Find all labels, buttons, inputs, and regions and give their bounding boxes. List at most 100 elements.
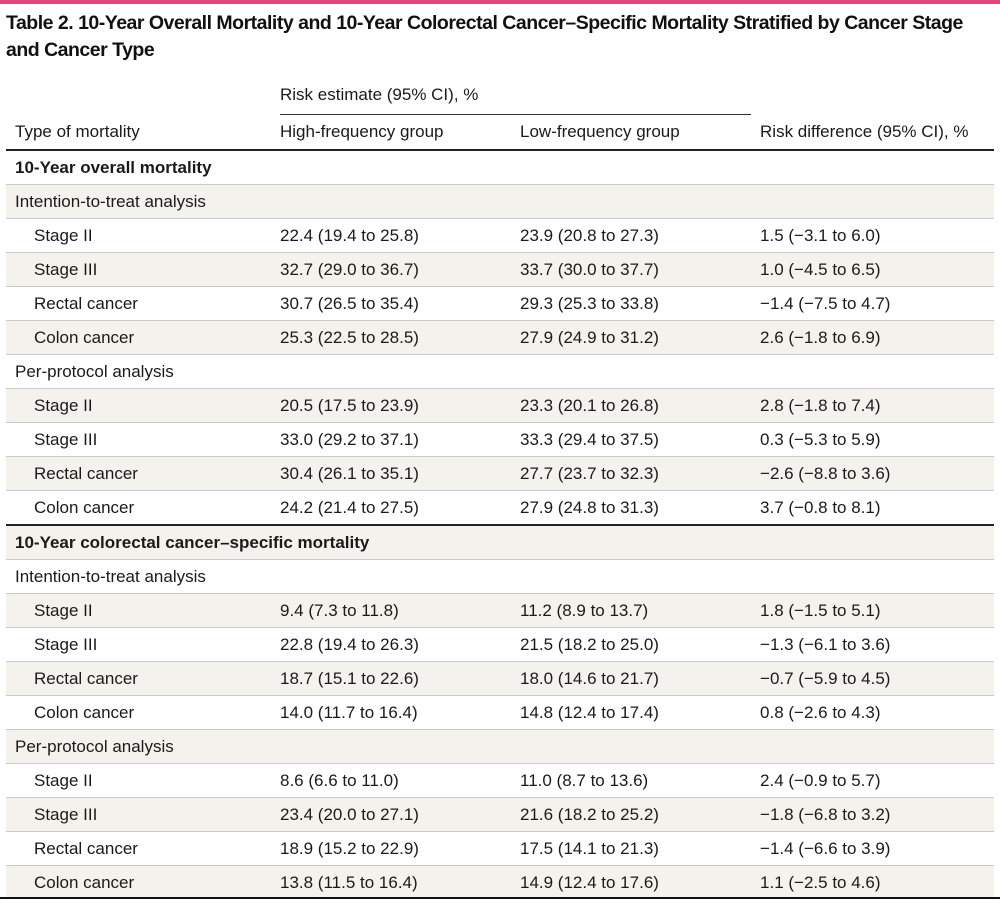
cell-high: 20.5 (17.5 to 23.9) <box>271 388 511 423</box>
table-row: Rectal cancer 30.7 (26.5 to 35.4) 29.3 (… <box>6 286 995 321</box>
row-label: Rectal cancer <box>6 831 271 866</box>
cell-high: 25.3 (22.5 to 28.5) <box>271 320 511 355</box>
row-label: Rectal cancer <box>6 286 271 321</box>
cell-diff: 3.7 (−0.8 to 8.1) <box>751 490 995 526</box>
table-row: Rectal cancer 18.9 (15.2 to 22.9) 17.5 (… <box>6 831 995 866</box>
cell-low: 18.0 (14.6 to 21.7) <box>511 661 752 696</box>
cell-high: 8.6 (6.6 to 11.0) <box>271 763 511 798</box>
cell-diff: 1.1 (−2.5 to 4.6) <box>751 865 995 899</box>
table-row: Rectal cancer 30.4 (26.1 to 35.1) 27.7 (… <box>6 456 995 491</box>
cell-diff: 0.8 (−2.6 to 4.3) <box>751 695 995 730</box>
cell-low: 33.7 (30.0 to 37.7) <box>511 252 752 287</box>
row-label: Rectal cancer <box>6 456 271 491</box>
cell-diff: −1.4 (−7.5 to 4.7) <box>751 286 995 321</box>
cell-diff: 2.4 (−0.9 to 5.7) <box>751 763 995 798</box>
cell-low: 21.5 (18.2 to 25.0) <box>511 627 752 662</box>
table-row: Colon cancer 24.2 (21.4 to 27.5) 27.9 (2… <box>6 490 995 526</box>
cell-diff: 1.0 (−4.5 to 6.5) <box>751 252 995 287</box>
cell-diff: −0.7 (−5.9 to 4.5) <box>751 661 995 696</box>
row-label: Colon cancer <box>6 320 271 355</box>
subgroup-label: Intention-to-treat analysis <box>6 184 995 219</box>
cell-high: 30.4 (26.1 to 35.1) <box>271 456 511 491</box>
header-risk-difference: Risk difference (95% CI), % <box>751 115 995 151</box>
subgroup-label: Per-protocol analysis <box>6 729 995 764</box>
cell-low: 17.5 (14.1 to 21.3) <box>511 831 752 866</box>
subgroup-label: Per-protocol analysis <box>6 354 995 389</box>
cell-high: 33.0 (29.2 to 37.1) <box>271 422 511 457</box>
header-spacer <box>6 77 271 115</box>
section-row: 10-Year overall mortality <box>6 150 995 185</box>
table-row: Colon cancer 14.0 (11.7 to 16.4) 14.8 (1… <box>6 695 995 730</box>
row-label: Colon cancer <box>6 490 271 526</box>
row-label: Colon cancer <box>6 865 271 899</box>
cell-diff: 2.6 (−1.8 to 6.9) <box>751 320 995 355</box>
cell-low: 23.9 (20.8 to 27.3) <box>511 218 752 253</box>
table-row: Stage III 22.8 (19.4 to 26.3) 21.5 (18.2… <box>6 627 995 662</box>
section-label: 10-Year overall mortality <box>6 150 995 185</box>
cell-high: 30.7 (26.5 to 35.4) <box>271 286 511 321</box>
table-row: Colon cancer 25.3 (22.5 to 28.5) 27.9 (2… <box>6 320 995 355</box>
cell-diff: −2.6 (−8.8 to 3.6) <box>751 456 995 491</box>
cell-high: 14.0 (11.7 to 16.4) <box>271 695 511 730</box>
row-label: Stage III <box>6 252 271 287</box>
table-header: Risk estimate (95% CI), % Type of mortal… <box>6 77 995 151</box>
cell-low: 27.9 (24.9 to 31.2) <box>511 320 752 355</box>
cell-high: 18.9 (15.2 to 22.9) <box>271 831 511 866</box>
subgroup-row: Per-protocol analysis <box>6 729 995 764</box>
cell-diff: −1.3 (−6.1 to 3.6) <box>751 627 995 662</box>
cell-high: 32.7 (29.0 to 36.7) <box>271 252 511 287</box>
cell-diff: 1.5 (−3.1 to 6.0) <box>751 218 995 253</box>
header-high-frequency: High-frequency group <box>271 115 511 151</box>
cell-low: 33.3 (29.4 to 37.5) <box>511 422 752 457</box>
cell-low: 21.6 (18.2 to 25.2) <box>511 797 752 832</box>
cell-diff: −1.4 (−6.6 to 3.9) <box>751 831 995 866</box>
section-label: 10-Year colorectal cancer–specific morta… <box>6 525 995 560</box>
header-low-frequency: Low-frequency group <box>511 115 752 151</box>
row-label: Stage II <box>6 593 271 628</box>
cell-low: 27.7 (23.7 to 32.3) <box>511 456 752 491</box>
row-label: Stage II <box>6 388 271 423</box>
cell-low: 11.0 (8.7 to 13.6) <box>511 763 752 798</box>
cell-low: 23.3 (20.1 to 26.8) <box>511 388 752 423</box>
table-row: Stage II 9.4 (7.3 to 11.8) 11.2 (8.9 to … <box>6 593 995 628</box>
bottom-rule <box>0 897 1000 899</box>
cell-low: 29.3 (25.3 to 33.8) <box>511 286 752 321</box>
cell-diff: 1.8 (−1.5 to 5.1) <box>751 593 995 628</box>
cell-high: 22.8 (19.4 to 26.3) <box>271 627 511 662</box>
cell-low: 14.8 (12.4 to 17.4) <box>511 695 752 730</box>
table-row: Colon cancer 13.8 (11.5 to 16.4) 14.9 (1… <box>6 865 995 899</box>
table-body: 10-Year overall mortality Intention-to-t… <box>6 150 995 899</box>
cell-high: 13.8 (11.5 to 16.4) <box>271 865 511 899</box>
cell-low: 14.9 (12.4 to 17.6) <box>511 865 752 899</box>
cell-low: 27.9 (24.8 to 31.3) <box>511 490 752 526</box>
table-row: Rectal cancer 18.7 (15.1 to 22.6) 18.0 (… <box>6 661 995 696</box>
table-row: Stage III 32.7 (29.0 to 36.7) 33.7 (30.0… <box>6 252 995 287</box>
table-row: Stage II 8.6 (6.6 to 11.0) 11.0 (8.7 to … <box>6 763 995 798</box>
section-row: 10-Year colorectal cancer–specific morta… <box>6 525 995 560</box>
row-label: Colon cancer <box>6 695 271 730</box>
row-label: Stage III <box>6 797 271 832</box>
subgroup-row: Intention-to-treat analysis <box>6 184 995 219</box>
table-row: Stage III 23.4 (20.0 to 27.1) 21.6 (18.2… <box>6 797 995 832</box>
row-label: Stage II <box>6 218 271 253</box>
row-label: Stage III <box>6 627 271 662</box>
table-title: Table 2. 10-Year Overall Mortality and 1… <box>6 12 963 61</box>
cell-diff: −1.8 (−6.8 to 3.2) <box>751 797 995 832</box>
cell-high: 9.4 (7.3 to 11.8) <box>271 593 511 628</box>
header-spacer <box>751 77 994 115</box>
cell-high: 18.7 (15.1 to 22.6) <box>271 661 511 696</box>
subgroup-row: Per-protocol analysis <box>6 354 995 389</box>
top-accent-rule <box>0 0 1000 4</box>
subgroup-row: Intention-to-treat analysis <box>6 559 995 594</box>
table-row: Stage II 20.5 (17.5 to 23.9) 23.3 (20.1 … <box>6 388 995 423</box>
header-risk-estimate-spanner: Risk estimate (95% CI), % <box>271 77 752 115</box>
cell-high: 22.4 (19.4 to 25.8) <box>271 218 511 253</box>
table-row: Stage II 22.4 (19.4 to 25.8) 23.9 (20.8 … <box>6 218 995 253</box>
cell-high: 23.4 (20.0 to 27.1) <box>271 797 511 832</box>
row-label: Stage III <box>6 422 271 457</box>
cell-diff: 2.8 (−1.8 to 7.4) <box>751 388 995 423</box>
table-row: Stage III 33.0 (29.2 to 37.1) 33.3 (29.4… <box>6 422 995 457</box>
mortality-table: Risk estimate (95% CI), % Type of mortal… <box>6 77 995 899</box>
subgroup-label: Intention-to-treat analysis <box>6 559 995 594</box>
cell-low: 11.2 (8.9 to 13.7) <box>511 593 752 628</box>
